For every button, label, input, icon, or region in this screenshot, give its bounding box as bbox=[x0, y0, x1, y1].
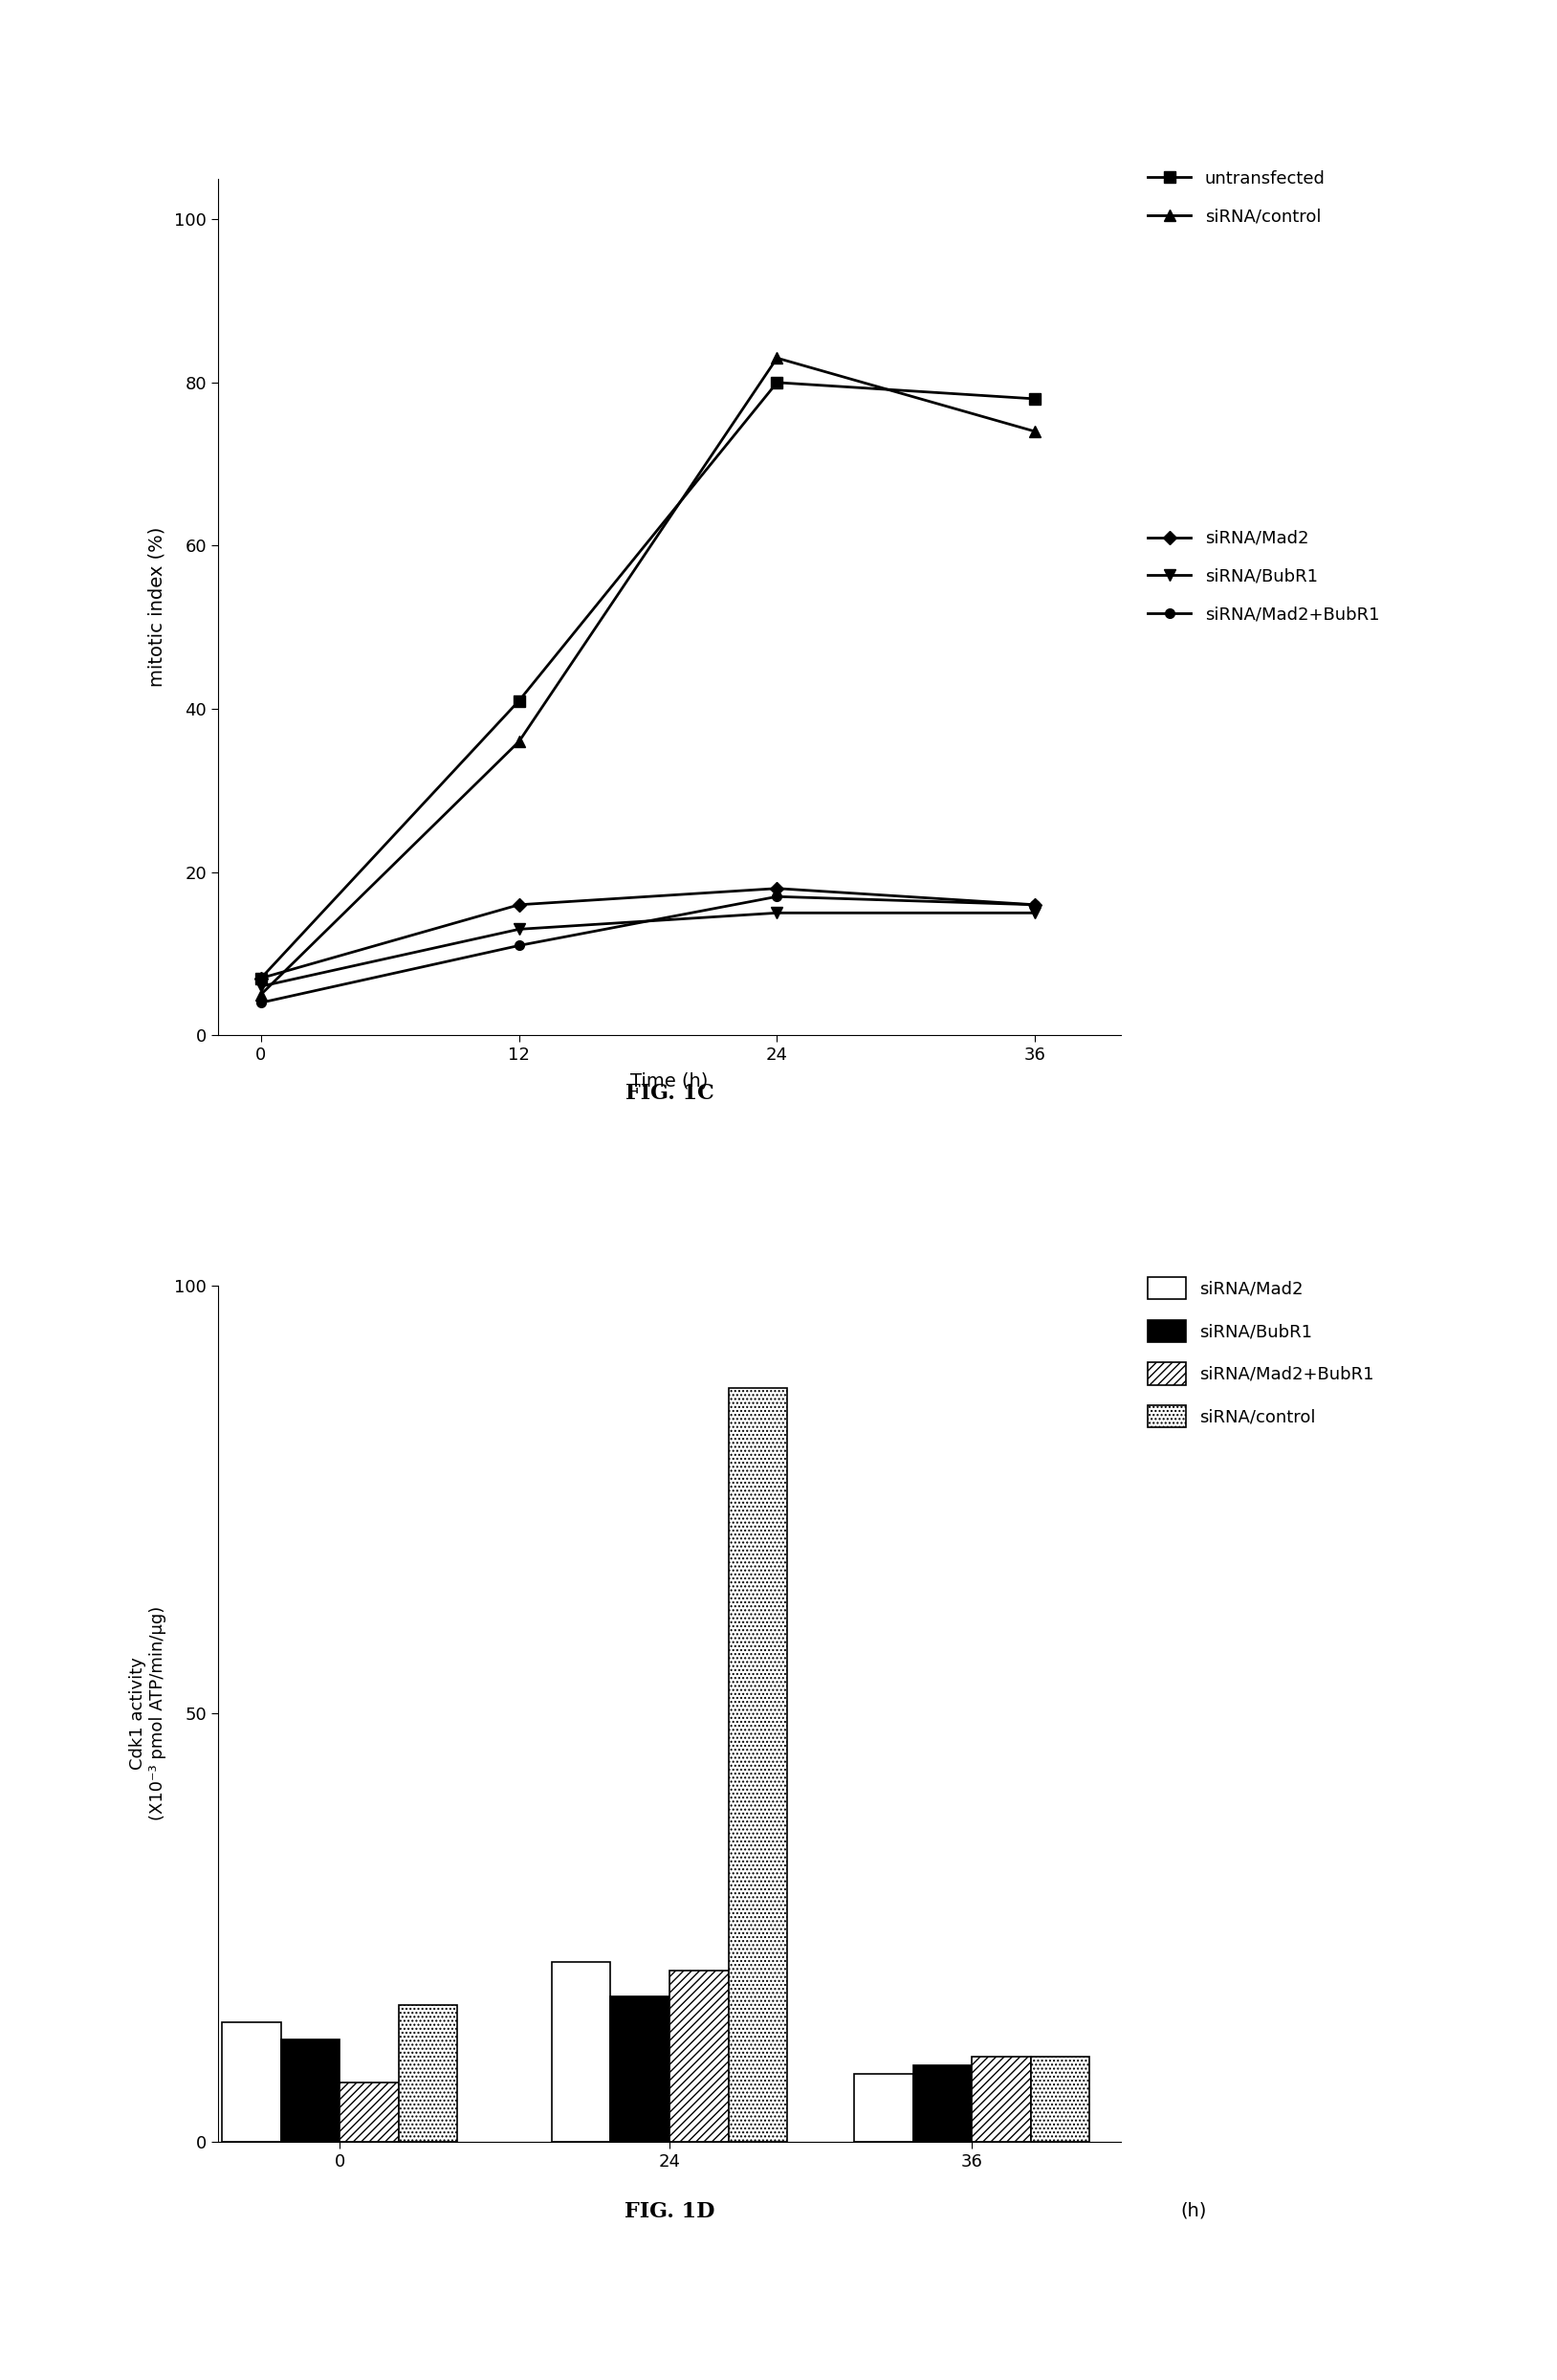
Bar bbox=[1031, 2056, 1090, 2142]
Legend: siRNA/Mad2, siRNA/BubR1, siRNA/Mad2+BubR1, siRNA/control: siRNA/Mad2, siRNA/BubR1, siRNA/Mad2+BubR… bbox=[1148, 1276, 1375, 1428]
X-axis label: Time (h): Time (h) bbox=[631, 1071, 708, 1090]
Y-axis label: Cdk1 activity
(X10⁻³ pmol ATP/min/μg): Cdk1 activity (X10⁻³ pmol ATP/min/μg) bbox=[129, 1606, 167, 1821]
Bar bbox=[551, 1961, 610, 2142]
Bar bbox=[223, 2023, 280, 2142]
X-axis label: (h): (h) bbox=[1180, 2202, 1207, 2221]
Bar bbox=[280, 2040, 339, 2142]
Bar bbox=[855, 2073, 912, 2142]
Bar bbox=[972, 2056, 1031, 2142]
Bar bbox=[399, 2004, 458, 2142]
Legend: siRNA/Mad2, siRNA/BubR1, siRNA/Mad2+BubR1: siRNA/Mad2, siRNA/BubR1, siRNA/Mad2+BubR… bbox=[1148, 531, 1380, 624]
Y-axis label: mitotic index (%): mitotic index (%) bbox=[148, 526, 167, 688]
Text: FIG. 1C: FIG. 1C bbox=[626, 1083, 713, 1104]
Bar bbox=[912, 2066, 972, 2142]
Bar bbox=[670, 1971, 729, 2142]
Bar bbox=[610, 1997, 670, 2142]
Text: FIG. 1D: FIG. 1D bbox=[624, 2202, 715, 2223]
Bar bbox=[729, 1388, 788, 2142]
Bar bbox=[339, 2082, 399, 2142]
